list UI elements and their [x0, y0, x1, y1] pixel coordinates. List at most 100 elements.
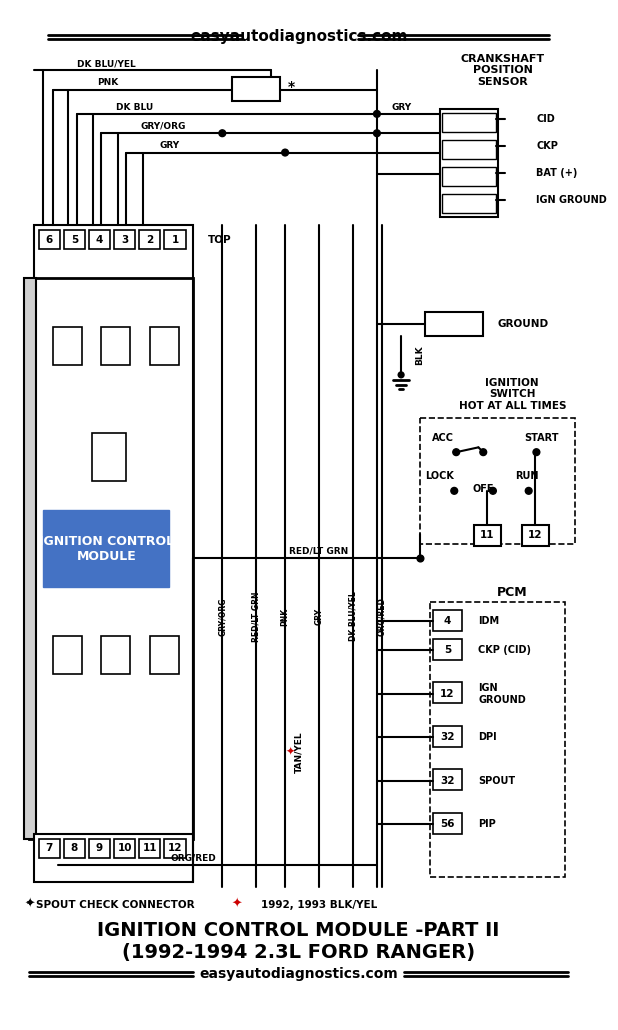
Text: 32: 32: [440, 776, 455, 786]
Text: 2: 2: [146, 235, 153, 244]
Circle shape: [533, 449, 540, 455]
Circle shape: [398, 372, 404, 378]
Text: BAT (+): BAT (+): [536, 168, 578, 178]
Text: 7: 7: [46, 844, 53, 854]
Text: ORG/RED: ORG/RED: [377, 597, 386, 636]
Bar: [473, 524, 501, 546]
Text: DK BLU/YEL: DK BLU/YEL: [349, 591, 357, 642]
Bar: [442, 140, 496, 160]
Bar: [64, 230, 85, 249]
Circle shape: [480, 449, 486, 455]
Text: 10: 10: [117, 844, 132, 854]
Text: PNK: PNK: [96, 78, 118, 88]
FancyBboxPatch shape: [420, 418, 575, 544]
Text: CID: CID: [536, 113, 555, 124]
Bar: [433, 769, 462, 790]
Circle shape: [373, 130, 380, 137]
Bar: [114, 838, 135, 858]
Text: IGNITION
SWITCH
HOT AT ALL TIMES: IGNITION SWITCH HOT AT ALL TIMES: [459, 378, 566, 411]
Bar: [433, 726, 462, 747]
Bar: [440, 109, 497, 217]
Text: BLK: BLK: [415, 346, 425, 366]
Text: 1992, 1993 BLK/YEL: 1992, 1993 BLK/YEL: [261, 899, 377, 909]
Text: easyautodiagnostics.com: easyautodiagnostics.com: [190, 29, 407, 44]
Bar: [433, 610, 462, 631]
Text: 12: 12: [440, 689, 455, 698]
FancyBboxPatch shape: [430, 602, 565, 878]
Bar: [101, 327, 130, 366]
Text: IGN
GROUND: IGN GROUND: [478, 683, 526, 705]
Text: CRANKSHAFT
POSITION
SENSOR: CRANKSHAFT POSITION SENSOR: [460, 54, 544, 87]
Text: CKP: CKP: [536, 141, 558, 150]
Text: ✦: ✦: [232, 898, 242, 911]
Text: ORG/RED: ORG/RED: [171, 854, 216, 862]
Bar: [139, 230, 161, 249]
Text: CKP (CID): CKP (CID): [478, 646, 531, 655]
Bar: [442, 113, 496, 132]
Bar: [164, 838, 185, 858]
Text: IDM: IDM: [478, 616, 499, 626]
Bar: [522, 524, 549, 546]
Text: 6: 6: [46, 235, 53, 244]
Text: GRY: GRY: [159, 141, 180, 150]
Text: IGN GROUND: IGN GROUND: [536, 195, 607, 205]
Text: 3: 3: [121, 235, 129, 244]
Text: TOP: TOP: [208, 235, 231, 244]
Text: * SPOUT CHECK CONNECTOR: * SPOUT CHECK CONNECTOR: [27, 899, 195, 909]
Bar: [53, 636, 82, 675]
Bar: [24, 278, 36, 838]
Text: GRY: GRY: [391, 103, 411, 111]
Bar: [29, 278, 193, 838]
Bar: [64, 838, 85, 858]
Text: TAN/YEL: TAN/YEL: [295, 731, 304, 772]
Text: IGNITION CONTROL
MODULE: IGNITION CONTROL MODULE: [39, 535, 174, 562]
Text: 5: 5: [444, 646, 451, 655]
Text: RED/LT GRN: RED/LT GRN: [289, 546, 349, 555]
Text: 4: 4: [444, 616, 451, 626]
Bar: [139, 838, 161, 858]
Bar: [150, 636, 179, 675]
Circle shape: [373, 110, 380, 117]
Text: SPOUT: SPOUT: [478, 776, 515, 786]
Bar: [442, 194, 496, 213]
Text: DK BLU: DK BLU: [116, 103, 153, 111]
Text: 4: 4: [96, 235, 103, 244]
Circle shape: [417, 555, 424, 562]
Text: 1: 1: [171, 235, 179, 244]
Bar: [89, 230, 110, 249]
Text: 11: 11: [143, 844, 157, 854]
Text: *: *: [288, 80, 295, 94]
Text: ACC: ACC: [431, 433, 454, 443]
Text: 32: 32: [440, 732, 455, 743]
Bar: [114, 230, 135, 249]
Text: DK BLU/YEL: DK BLU/YEL: [77, 59, 136, 68]
Text: GRY: GRY: [315, 608, 323, 625]
Circle shape: [453, 449, 460, 455]
Text: 9: 9: [96, 844, 103, 854]
Bar: [433, 813, 462, 834]
Text: 5: 5: [71, 235, 78, 244]
Text: PIP: PIP: [478, 819, 496, 829]
Circle shape: [219, 130, 226, 137]
Bar: [433, 639, 462, 660]
Bar: [164, 230, 185, 249]
Bar: [425, 312, 483, 336]
Text: 11: 11: [480, 530, 494, 541]
Text: IGNITION CONTROL MODULE -PART II: IGNITION CONTROL MODULE -PART II: [98, 921, 500, 940]
Circle shape: [451, 487, 458, 494]
Text: LOCK: LOCK: [425, 472, 454, 481]
Bar: [34, 834, 193, 883]
Text: 12: 12: [528, 530, 543, 541]
Text: PNK: PNK: [281, 608, 290, 625]
Bar: [39, 838, 60, 858]
Text: ✦: ✦: [286, 747, 295, 757]
Text: START: START: [524, 433, 559, 443]
Bar: [89, 838, 110, 858]
Text: 56: 56: [440, 819, 455, 829]
Bar: [53, 327, 82, 366]
Text: ✦: ✦: [24, 898, 35, 911]
Bar: [150, 327, 179, 366]
Bar: [442, 167, 496, 186]
Text: PCM: PCM: [497, 586, 528, 598]
Text: OFF: OFF: [473, 484, 494, 494]
